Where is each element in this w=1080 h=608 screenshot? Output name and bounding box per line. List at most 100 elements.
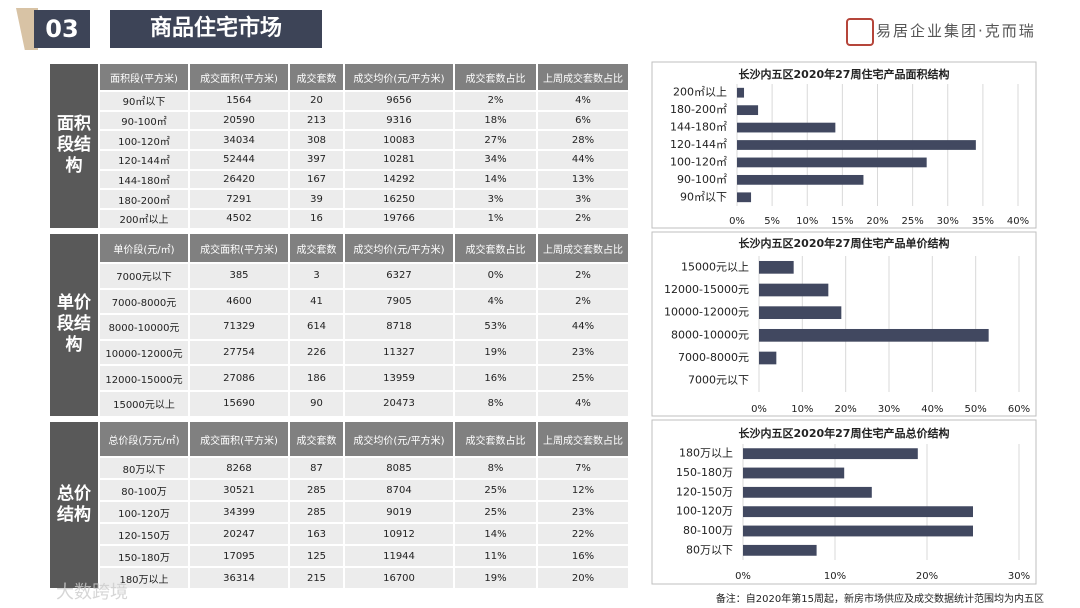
logo-icon — [846, 18, 874, 46]
cell: 27086 — [188, 364, 290, 392]
bar — [737, 105, 759, 116]
header-cell: 成交均价(元/平方米) — [343, 420, 455, 458]
cell: 308 — [288, 129, 345, 152]
logo-text: 易居企业集团·克而瑞 — [876, 22, 1036, 40]
cell: 16% — [453, 364, 538, 392]
cell: 34399 — [188, 500, 290, 524]
cell: 12% — [536, 478, 630, 502]
y-tick-label: 90-100㎡ — [677, 173, 727, 186]
cell: 9019 — [343, 500, 455, 524]
cell: 4% — [536, 90, 630, 112]
cell: 80万以下 — [98, 456, 190, 480]
bar — [759, 306, 842, 320]
x-tick-label: 40% — [921, 404, 943, 415]
header-cell: 成交面积(平方米) — [188, 420, 290, 458]
cell: 4502 — [188, 208, 290, 230]
cell: 213 — [288, 109, 345, 132]
cell: 150-180万 — [98, 544, 190, 568]
cell: 8085 — [343, 456, 455, 480]
x-tick-label: 30% — [878, 404, 900, 415]
header-cell: 成交套数 — [288, 232, 345, 264]
cell: 19766 — [343, 208, 455, 230]
cell: 23% — [536, 500, 630, 524]
header-cell: 成交面积(平方米) — [188, 62, 290, 92]
y-tick-label: 8000-10000元 — [671, 328, 749, 341]
cell: 180-200㎡ — [98, 188, 190, 211]
cell: 16 — [288, 208, 345, 230]
group-text: 单价段结构 — [57, 293, 91, 356]
header-cell: 上周成交套数占比 — [536, 62, 630, 92]
cell: 200㎡以上 — [98, 208, 190, 230]
x-tick-label: 20% — [835, 404, 857, 415]
x-tick-label: 20% — [916, 571, 938, 582]
cell: 215 — [288, 566, 345, 590]
cell: 167 — [288, 168, 345, 191]
cell: 120-150万 — [98, 522, 190, 546]
cell: 20% — [536, 566, 630, 590]
cell: 15690 — [188, 389, 290, 418]
x-tick-label: 0% — [751, 404, 767, 415]
y-tick-label: 180万以上 — [679, 447, 733, 460]
x-tick-label: 5% — [764, 216, 780, 227]
cell: 18% — [453, 109, 538, 132]
bar — [737, 192, 752, 203]
group-text: 总价结构 — [57, 484, 91, 525]
cell: 100-120万 — [98, 500, 190, 524]
x-tick-label: 30% — [1008, 571, 1030, 582]
cell: 186 — [288, 364, 345, 392]
cell: 90㎡以下 — [98, 90, 190, 112]
x-tick-label: 15% — [831, 216, 853, 227]
cell: 13% — [536, 168, 630, 191]
header-cell: 成交套数占比 — [453, 62, 538, 92]
cell: 4% — [536, 389, 630, 418]
cell: 15000元以上 — [98, 389, 190, 418]
y-tick-label: 200㎡以上 — [673, 86, 727, 99]
cell: 16700 — [343, 566, 455, 590]
cell: 90 — [288, 389, 345, 418]
section-number: 03 — [34, 10, 90, 48]
cell: 7000-8000元 — [98, 287, 190, 316]
x-tick-label: 50% — [965, 404, 987, 415]
cell: 11% — [453, 544, 538, 568]
cell: 4600 — [188, 287, 290, 316]
cell: 52444 — [188, 149, 290, 171]
cell: 163 — [288, 522, 345, 546]
y-tick-label: 150-180万 — [676, 466, 733, 479]
cell: 8% — [453, 456, 538, 480]
header-cell: 单价段(元/㎡) — [98, 232, 190, 264]
cell: 10281 — [343, 149, 455, 171]
cell: 14% — [453, 522, 538, 546]
cell: 6327 — [343, 262, 455, 290]
cell: 20473 — [343, 389, 455, 418]
cell: 7905 — [343, 287, 455, 316]
page-title: 商品住宅市场 — [110, 10, 322, 48]
y-tick-label: 180-200㎡ — [670, 103, 727, 116]
chart-title: 长沙内五区2020年27周住宅产品面积结构 — [739, 67, 950, 81]
x-tick-label: 40% — [1007, 216, 1029, 227]
x-tick-label: 10% — [796, 216, 818, 227]
cell: 87 — [288, 456, 345, 480]
cell: 19% — [453, 566, 538, 590]
group-label: 总价结构 — [48, 420, 100, 590]
y-tick-label: 12000-15000元 — [664, 283, 749, 296]
y-tick-label: 80万以下 — [686, 543, 733, 556]
header-cell: 成交套数占比 — [453, 420, 538, 458]
bar — [743, 525, 973, 537]
y-tick-label: 7000-8000元 — [678, 351, 749, 364]
bar — [737, 87, 745, 98]
y-tick-label: 100-120万 — [676, 505, 733, 518]
cell: 19% — [453, 338, 538, 367]
cell: 7% — [536, 456, 630, 480]
bar — [743, 448, 918, 460]
header-cell: 面积段(平方米) — [98, 62, 190, 92]
header-cell: 总价段(万元/㎡) — [98, 420, 190, 458]
x-tick-label: 0% — [729, 216, 745, 227]
x-tick-label: 25% — [902, 216, 924, 227]
bar — [759, 351, 777, 365]
cell: 17095 — [188, 544, 290, 568]
header-cell: 上周成交套数占比 — [536, 232, 630, 264]
cell: 4% — [453, 287, 538, 316]
y-tick-label: 144-180㎡ — [670, 121, 727, 134]
bar — [743, 506, 973, 518]
